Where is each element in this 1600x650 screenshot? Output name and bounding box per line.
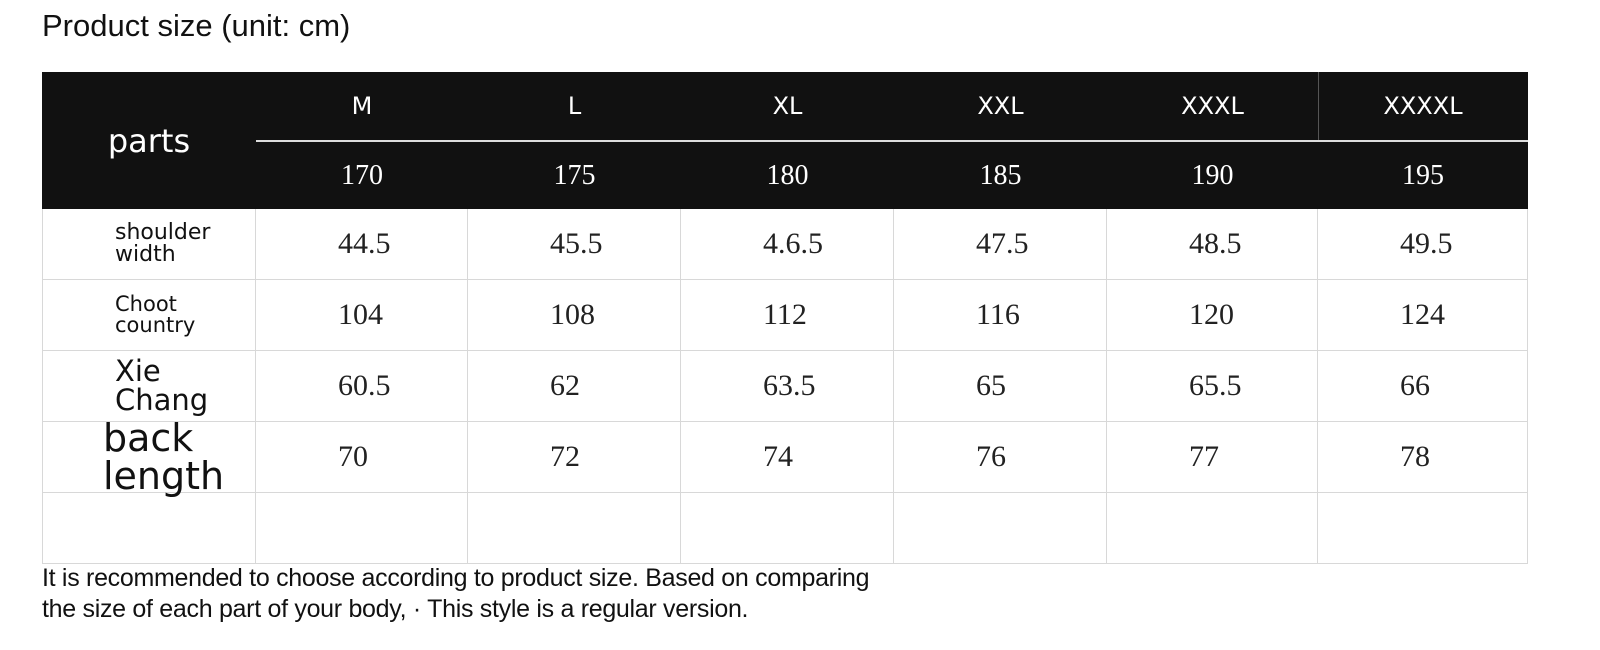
value-cell: 72 bbox=[468, 422, 681, 493]
value-cell: 104 bbox=[256, 280, 468, 351]
value-cell: 124 bbox=[1318, 280, 1528, 351]
value-cell: 44.5 bbox=[256, 209, 468, 280]
size-table: parts M 170 L 175 XL 180 XXL 185 XXXL 190 XXXXL 195 s… bbox=[42, 72, 1528, 565]
value-cell: 49.5 bbox=[1318, 209, 1528, 280]
height-cell: 175 bbox=[553, 159, 596, 191]
size-cell: M bbox=[351, 92, 373, 120]
value-cell: 120 bbox=[1107, 280, 1318, 351]
value-cell: 47.5 bbox=[894, 209, 1107, 280]
row-label: Xie Chang bbox=[42, 351, 256, 422]
value-cell bbox=[1318, 493, 1528, 564]
height-cell: 180 bbox=[766, 159, 809, 191]
value-cell: 74 bbox=[681, 422, 894, 493]
row-label: shoulder width bbox=[42, 209, 256, 280]
size-cell: XXXXL bbox=[1383, 92, 1463, 120]
value-cell: 63.5 bbox=[681, 351, 894, 422]
value-cell: 108 bbox=[468, 280, 681, 351]
size-cell: XXL bbox=[977, 92, 1024, 120]
value-cell: 70 bbox=[256, 422, 468, 493]
header-divider bbox=[256, 140, 1528, 142]
row-label: Choot country bbox=[42, 280, 256, 351]
value-cell: 66 bbox=[1318, 351, 1528, 422]
height-cell: 170 bbox=[341, 159, 383, 191]
header-divider bbox=[1318, 72, 1319, 140]
value-cell: 77 bbox=[1107, 422, 1318, 493]
note-line: the size of each part of your body, · Th… bbox=[42, 595, 749, 623]
note-line: It is recommended to choose according to… bbox=[42, 564, 870, 592]
value-cell bbox=[256, 493, 468, 564]
title: Product size (unit: cm) bbox=[42, 8, 351, 43]
height-cell: 195 bbox=[1402, 159, 1444, 191]
value-cell: 62 bbox=[468, 351, 681, 422]
size-cell: XL bbox=[772, 92, 803, 120]
height-cell: 190 bbox=[1191, 159, 1234, 191]
value-cell: 65.5 bbox=[1107, 351, 1318, 422]
value-cell: 48.5 bbox=[1107, 209, 1318, 280]
size-cell: L bbox=[567, 92, 582, 120]
value-cell: 65 bbox=[894, 351, 1107, 422]
value-cell bbox=[894, 493, 1107, 564]
value-cell: 76 bbox=[894, 422, 1107, 493]
size-cell: XXXL bbox=[1181, 92, 1244, 120]
value-cell: 78 bbox=[1318, 422, 1528, 493]
value-cell: 45.5 bbox=[468, 209, 681, 280]
value-cell bbox=[681, 493, 894, 564]
value-cell: 4.6.5 bbox=[681, 209, 894, 280]
row-label bbox=[42, 493, 256, 564]
corner-cell: parts bbox=[107, 121, 191, 160]
value-cell bbox=[468, 493, 681, 564]
value-cell: 60.5 bbox=[256, 351, 468, 422]
height-cell: 185 bbox=[979, 159, 1022, 191]
value-cell: 116 bbox=[894, 280, 1107, 351]
value-cell: 112 bbox=[681, 280, 894, 351]
row-label: back length bbox=[42, 419, 256, 495]
value-cell bbox=[1107, 493, 1318, 564]
